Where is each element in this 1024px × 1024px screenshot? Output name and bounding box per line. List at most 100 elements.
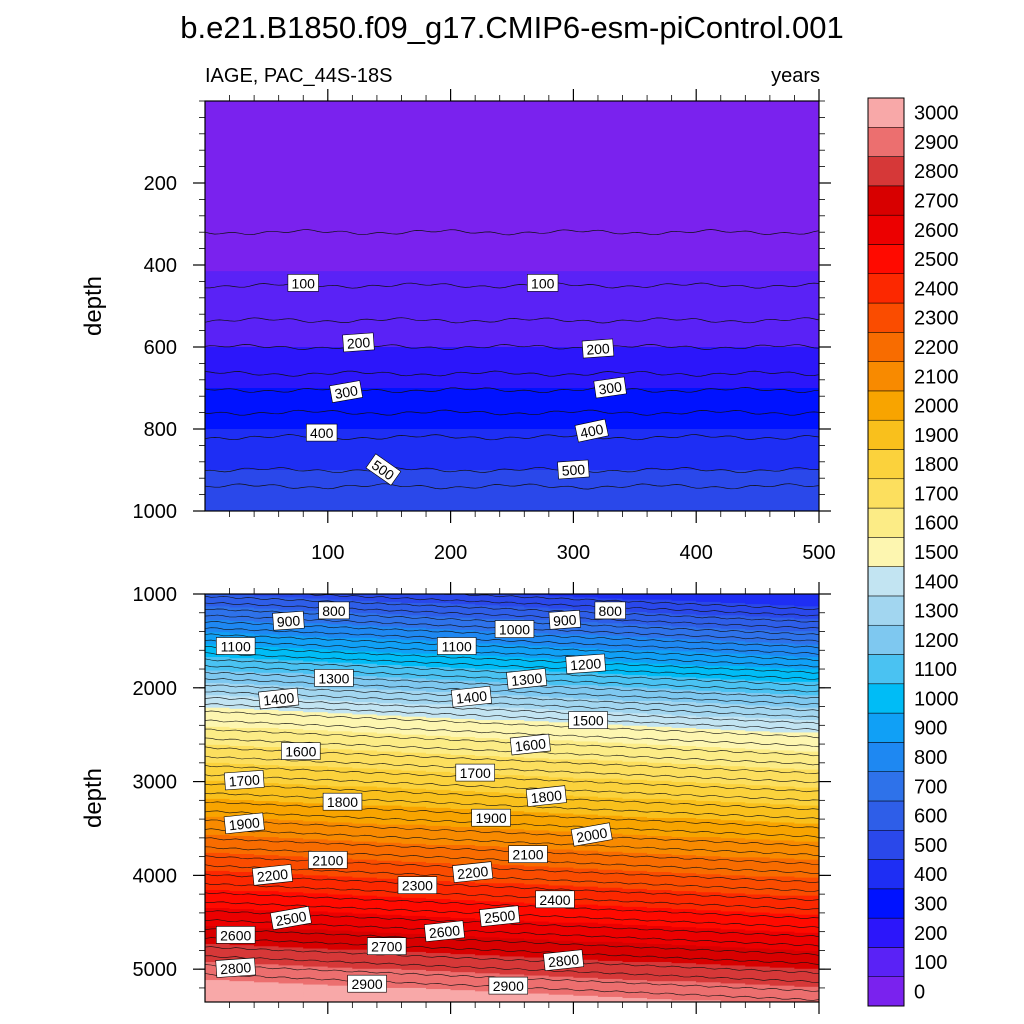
bottom-fill-cell xyxy=(303,944,329,946)
bottom-fill-cell xyxy=(475,856,501,858)
bottom-fill-cell xyxy=(327,659,354,662)
bottom-fill-cell xyxy=(327,699,354,702)
bottom-fill-cell xyxy=(278,892,305,894)
bottom-fill-cell xyxy=(376,797,403,800)
bottom-fill-cell xyxy=(401,666,427,668)
bottom-fill-cell xyxy=(278,717,305,720)
bottom-fill-cell xyxy=(327,814,354,817)
bottom-fill-cell xyxy=(229,617,255,620)
bottom-fill-cell xyxy=(352,864,378,866)
bottom-fill-cell xyxy=(401,861,427,864)
bottom-fill-cell xyxy=(278,976,305,979)
bottom-fill-cell xyxy=(327,877,354,880)
bottom-fill-cell xyxy=(352,605,378,607)
bottom-fill-cell xyxy=(229,887,255,890)
bottom-fill-cell xyxy=(426,899,452,901)
bottom-fill-cell xyxy=(426,630,452,632)
bottom-fill-cell xyxy=(254,833,280,836)
bottom-fill-cell xyxy=(278,727,305,730)
bottom-fill-cell xyxy=(475,642,501,645)
bottom-fill-cell xyxy=(376,606,403,609)
top-fill-band xyxy=(205,174,819,178)
bottom-fill-cell xyxy=(475,855,501,857)
bottom-fill-cell xyxy=(205,724,231,727)
bottom-fill-cell xyxy=(352,682,378,685)
bottom-fill-cell xyxy=(229,706,255,709)
bottom-fill-cell xyxy=(205,811,231,813)
bottom-fill-cell xyxy=(205,887,231,890)
bottom-fill-cell xyxy=(401,597,427,600)
bottom-fill-cell xyxy=(376,607,403,610)
bottom-fill-cell xyxy=(229,919,255,921)
bottom-fill-cell xyxy=(352,628,378,631)
bottom-fill-cell xyxy=(352,851,378,854)
bottom-fill-cell xyxy=(229,956,255,959)
bottom-fill-cell xyxy=(426,628,452,631)
bottom-fill-cell xyxy=(229,765,255,767)
bottom-fill-cell xyxy=(352,964,378,967)
bottom-fill-cell xyxy=(475,832,501,835)
bottom-fill-cell xyxy=(278,829,305,831)
bottom-fill-cell xyxy=(450,910,476,912)
bottom-fill-cell xyxy=(450,597,476,600)
bottom-fill-cell xyxy=(401,849,427,852)
bottom-fill-cell xyxy=(205,846,231,848)
bottom-fill-cell xyxy=(401,643,427,646)
bottom-fill-cell xyxy=(401,799,427,802)
bottom-fill-cell xyxy=(426,946,452,949)
bottom-fill-cell xyxy=(327,937,354,940)
bottom-fill-cell xyxy=(401,864,427,866)
bottom-fill-cell xyxy=(352,705,378,708)
bottom-fill-cell xyxy=(401,605,427,607)
bottom-fill-cell xyxy=(278,632,305,634)
bottom-fill-cell xyxy=(475,612,501,614)
bottom-fill-cell xyxy=(205,781,231,784)
bottom-fill-cell xyxy=(278,667,305,669)
bottom-fill-cell xyxy=(475,792,501,794)
bottom-fill-cell xyxy=(401,936,427,938)
bottom-fill-cell xyxy=(205,799,231,802)
bottom-fill-cell xyxy=(278,781,305,784)
top-fill-band xyxy=(205,459,819,463)
bottom-fill-cell xyxy=(426,634,452,637)
bottom-fill-cell xyxy=(450,786,476,789)
bottom-fill-cell xyxy=(205,806,231,809)
bottom-fill-cell xyxy=(303,789,329,792)
bottom-fill-cell xyxy=(499,662,526,665)
bottom-fill-cell xyxy=(376,767,403,770)
bottom-fill-cell xyxy=(205,873,231,875)
bottom-fill-cell xyxy=(303,901,329,903)
top-fill-band xyxy=(205,107,819,110)
bottom-fill-cell xyxy=(303,783,329,785)
bottom-fill-cell xyxy=(278,900,305,902)
bottom-fill-cell xyxy=(205,760,231,763)
bottom-fill-cell xyxy=(327,878,354,881)
bottom-fill-cell xyxy=(254,641,280,643)
bottom-fill-cell xyxy=(303,927,329,929)
bottom-fill-cell xyxy=(254,650,280,653)
bottom-fill-cell xyxy=(303,935,329,937)
bottom-fill-cell xyxy=(475,762,501,765)
bottom-fill-cell xyxy=(352,887,378,890)
bottom-fill-cell xyxy=(401,980,427,982)
top-fill-band xyxy=(205,154,819,157)
bottom-fill-cell xyxy=(352,998,378,1000)
bottom-fill-cell xyxy=(401,731,427,734)
bottom-fill-cell xyxy=(205,766,231,768)
bottom-fill-cell xyxy=(475,902,501,905)
bottom-fill-cell xyxy=(278,628,305,631)
bottom-fill-cell xyxy=(450,962,476,964)
top-fill-band xyxy=(205,357,819,360)
bottom-fill-cell xyxy=(254,811,280,813)
top-fill-band xyxy=(205,490,819,494)
bottom-fill-cell xyxy=(475,937,501,940)
bottom-fill-cell xyxy=(475,992,501,995)
bottom-fill-cell xyxy=(278,837,305,839)
bottom-fill-cell xyxy=(426,989,452,991)
top-fill-band xyxy=(205,467,819,471)
bottom-fill-cell xyxy=(254,788,280,791)
bottom-fill-cell xyxy=(254,823,280,826)
bottom-fill-cell xyxy=(327,946,354,949)
bottom-fill-cell xyxy=(352,760,378,763)
bottom-fill-cell xyxy=(426,873,452,875)
